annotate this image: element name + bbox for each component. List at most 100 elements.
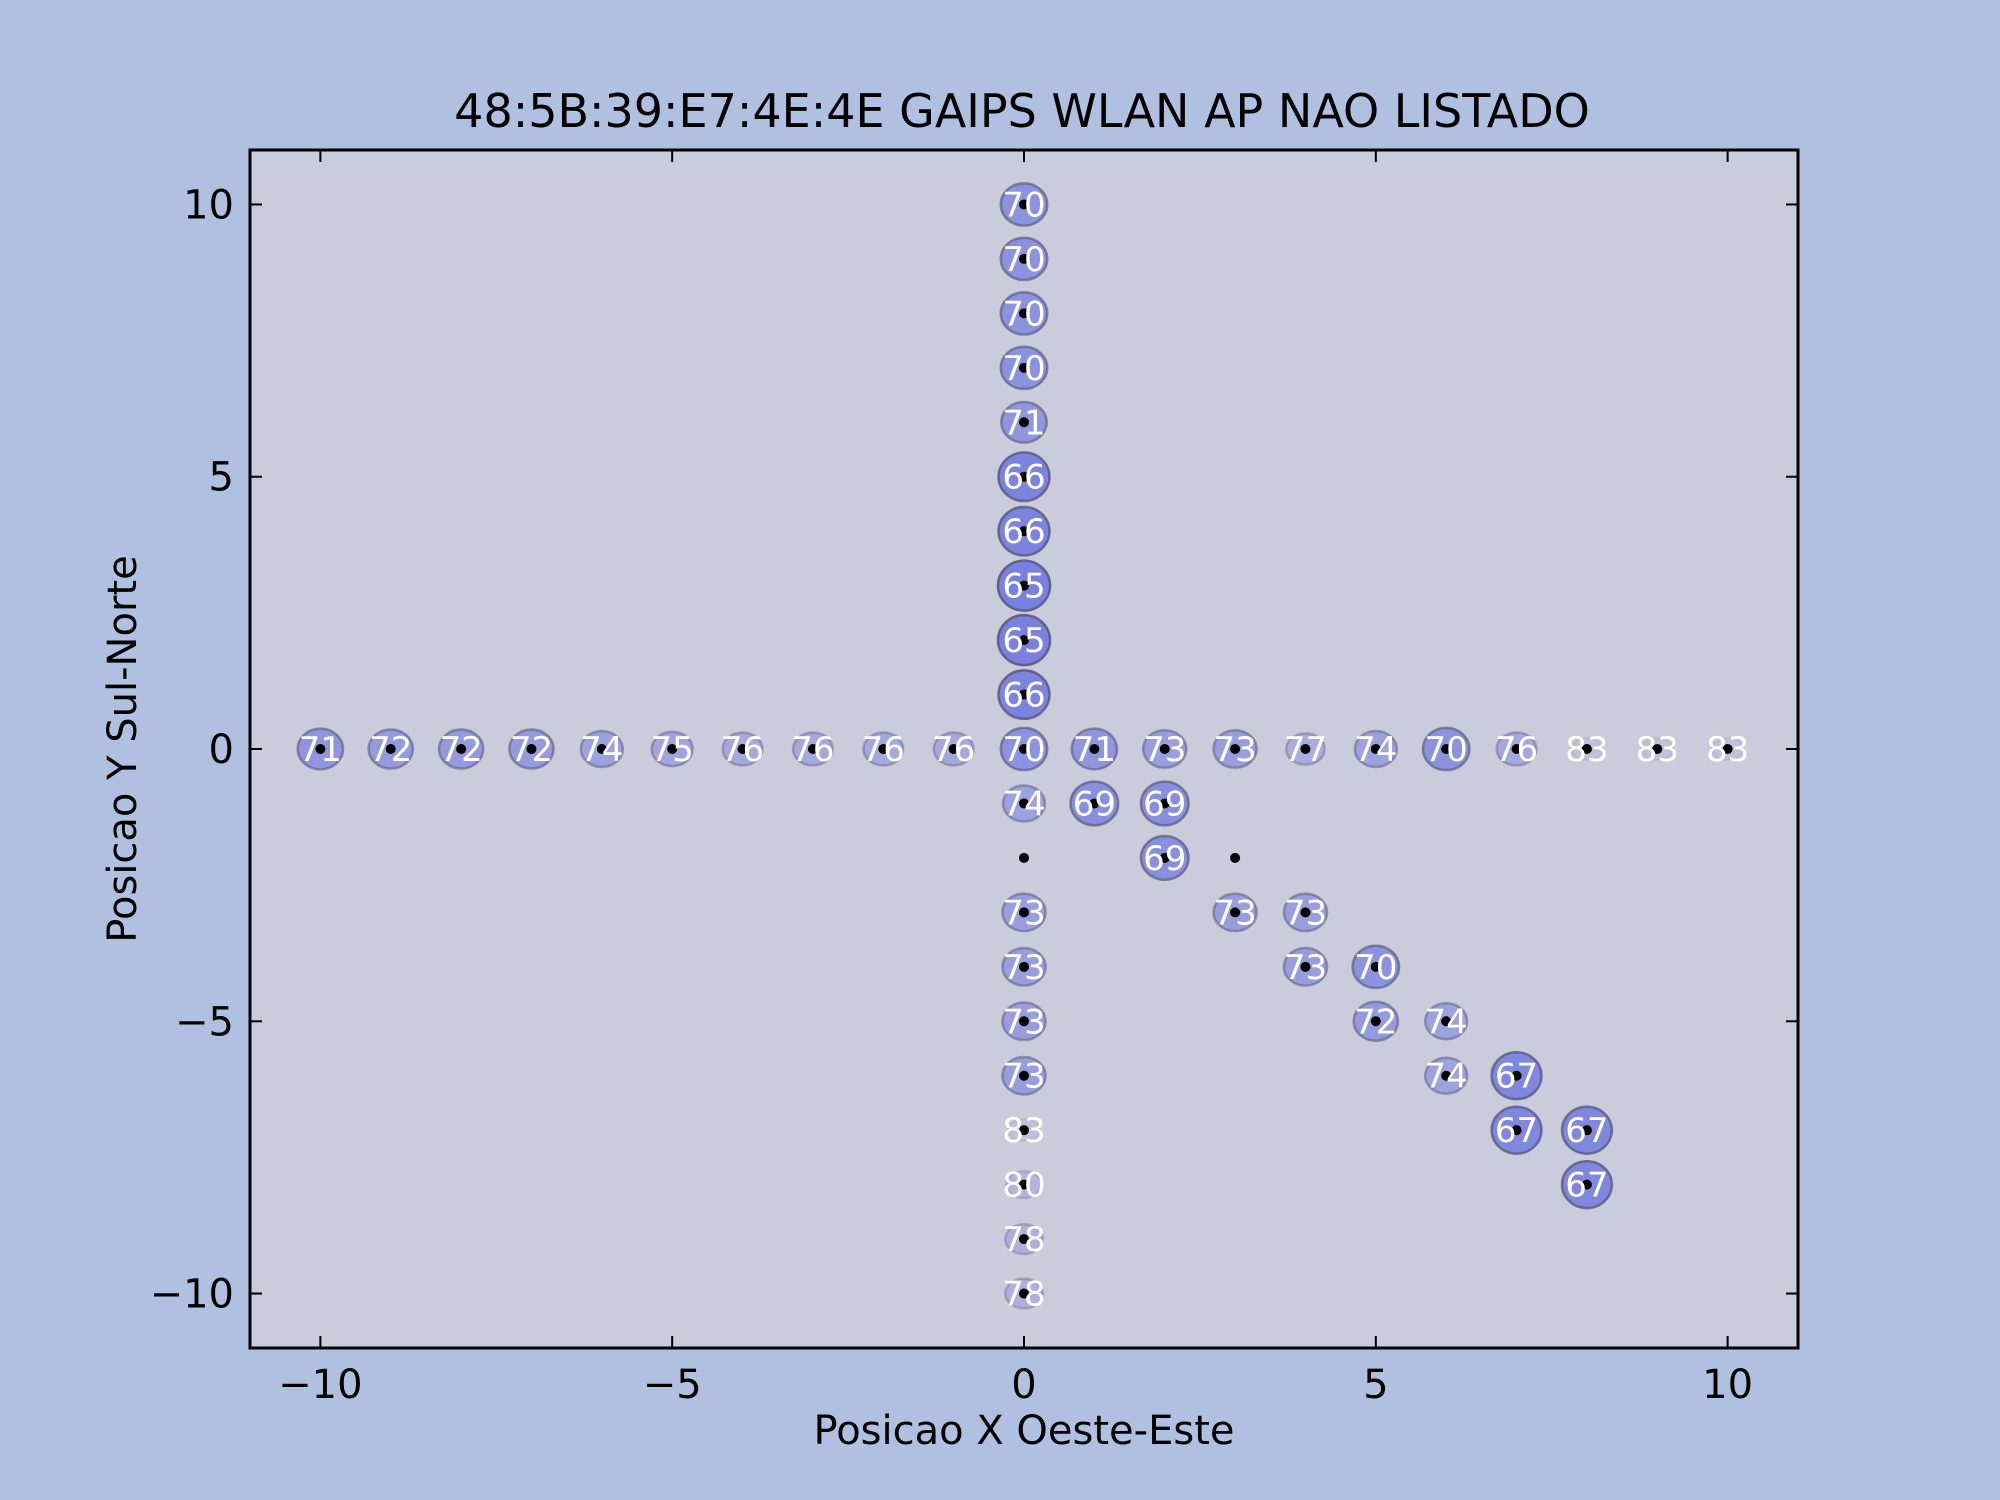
data-label: 67: [1495, 1111, 1538, 1151]
point-dot: [1581, 1125, 1592, 1136]
data-label: 70: [1425, 730, 1468, 770]
data-point: 80: [1002, 1166, 1045, 1206]
data-point: 65: [996, 559, 1052, 612]
data-label: 83: [1002, 1111, 1045, 1151]
point-dot: [1019, 199, 1029, 210]
point-dot: [1300, 961, 1311, 972]
data-label: 67: [1565, 1111, 1608, 1151]
data-label: 66: [1002, 458, 1045, 498]
data-point: [1230, 852, 1241, 863]
point-dot: [1019, 1125, 1029, 1136]
data-point: 75: [650, 730, 694, 770]
point-dot: [1441, 1016, 1452, 1027]
data-label: 70: [1002, 294, 1045, 334]
data-point: 67: [1490, 1051, 1543, 1101]
data-point: 76: [862, 730, 905, 770]
point-dot: [1019, 1288, 1029, 1299]
data-point: 78: [1002, 1220, 1045, 1260]
data-label: 70: [1002, 349, 1045, 389]
point-dot: [1300, 744, 1311, 754]
point-dot: [1019, 471, 1029, 482]
data-label: 73: [1284, 893, 1327, 933]
y-tick-label: 0: [209, 727, 234, 773]
data-label: 67: [1495, 1057, 1538, 1097]
data-point: 70: [1351, 944, 1401, 990]
point-dot: [1019, 635, 1029, 646]
data-point: 72: [508, 728, 555, 770]
data-point: 73: [1212, 728, 1258, 770]
point-dot: [1370, 961, 1381, 972]
data-label: 74: [580, 730, 623, 770]
point-dot: [1441, 744, 1452, 754]
point-dot: [1089, 798, 1100, 809]
axis-ticks: −10 −5 0 5 10 −10 −5 0 5 10: [150, 150, 1798, 1408]
data-label: 65: [1002, 621, 1045, 661]
point-dot: [807, 744, 818, 754]
data-point: 70: [999, 182, 1049, 227]
data-point: 67: [1490, 1105, 1543, 1155]
data-label: 73: [1002, 893, 1045, 933]
data-point: 77: [1284, 730, 1327, 770]
data-point: 69: [1139, 780, 1190, 827]
data-label: 70: [1002, 240, 1045, 280]
data-label: 71: [1073, 730, 1116, 770]
x-tick-label: −10: [278, 1362, 362, 1408]
point-dot: [1019, 526, 1029, 537]
point-dot: [1019, 798, 1029, 809]
y-tick-label: −10: [150, 1272, 234, 1318]
x-axis-label: Posicao X Oeste-Este: [814, 1408, 1235, 1454]
data-label: 74: [1425, 1002, 1468, 1042]
data-point: 83: [1002, 1111, 1045, 1151]
point-dot: [1722, 744, 1733, 754]
data-label: 75: [651, 730, 694, 770]
data-label: 72: [1354, 1002, 1397, 1042]
data-point: 76: [791, 730, 834, 770]
plot-frame: [248, 148, 1800, 1350]
data-label: 76: [791, 730, 834, 770]
data-point: 71: [1070, 727, 1119, 771]
point-dot: [1019, 744, 1029, 754]
data-label: 72: [510, 730, 553, 770]
point-dot: [1511, 1125, 1522, 1136]
point-dot: [1019, 852, 1029, 863]
data-label: 78: [1002, 1220, 1045, 1260]
data-label: 83: [1565, 730, 1608, 770]
point-dot: [737, 744, 748, 754]
data-point: 72: [437, 728, 485, 770]
point-dot: [1581, 1179, 1592, 1190]
data-point: 67: [1560, 1159, 1614, 1210]
data-label: 76: [932, 730, 975, 770]
data-point: 71: [296, 727, 345, 771]
data-point: 66: [997, 505, 1051, 557]
data-point: 70: [1421, 726, 1471, 772]
point-dot: [1652, 744, 1663, 754]
point-dot: [667, 744, 678, 754]
data-point: 74: [1353, 729, 1399, 770]
data-point: 74: [579, 729, 625, 770]
data-label: 65: [1002, 567, 1045, 607]
data-label: 74: [1425, 1057, 1468, 1097]
point-dot: [1019, 1070, 1029, 1081]
point-dot: [1019, 308, 1029, 319]
data-point: 73: [1001, 1055, 1047, 1097]
point-dot: [1019, 417, 1029, 428]
data-label: 73: [1143, 730, 1186, 770]
point-dot: [1230, 907, 1241, 918]
point-dot: [1019, 1179, 1029, 1190]
point-dot: [1019, 580, 1029, 591]
data-label: 73: [1002, 1002, 1045, 1042]
y-tick-label: −5: [175, 999, 234, 1045]
x-tick-label: 10: [1702, 1362, 1753, 1408]
data-label: 77: [1284, 730, 1327, 770]
data-label: 73: [1284, 948, 1327, 988]
point-dot: [1019, 961, 1029, 972]
data-label: 73: [1213, 730, 1256, 770]
point-dot: [1159, 744, 1170, 754]
data-point: 70: [999, 291, 1049, 336]
data-label: 74: [1002, 784, 1045, 824]
data-point: 65: [996, 613, 1052, 667]
data-point: 66: [997, 669, 1051, 721]
data-label: 83: [1706, 730, 1749, 770]
point-dot: [1019, 362, 1029, 373]
